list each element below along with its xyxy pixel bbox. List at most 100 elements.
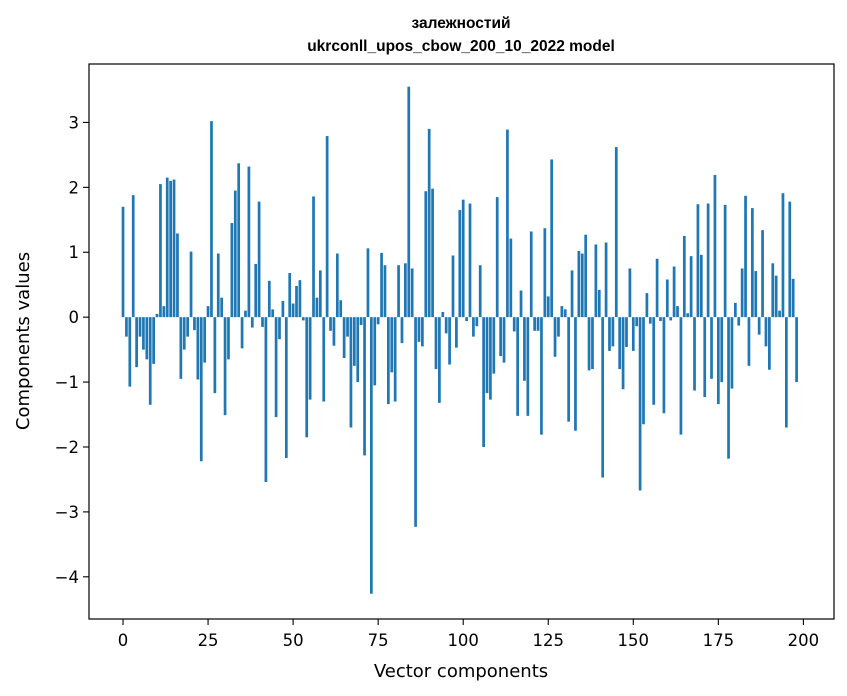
bar [227, 317, 230, 360]
bar [788, 201, 792, 318]
bar [281, 300, 285, 318]
bar [614, 147, 618, 318]
bar [659, 317, 662, 322]
bar [468, 203, 472, 318]
bar [237, 163, 241, 318]
bar [407, 86, 411, 318]
bar [315, 297, 319, 318]
x-tick-label: 25 [198, 631, 219, 650]
bar [543, 228, 547, 318]
y-tick-label: 3 [69, 113, 80, 132]
bar [492, 317, 496, 374]
y-tick-label: −1 [55, 373, 79, 392]
bar [723, 204, 727, 318]
bar [710, 317, 713, 379]
bar [451, 255, 455, 318]
bar [264, 317, 268, 483]
bar [533, 317, 536, 331]
bar [267, 280, 271, 318]
bar [795, 317, 798, 383]
bar [135, 317, 138, 368]
bar [716, 317, 720, 405]
y-tick-label: 0 [69, 308, 80, 327]
bar [703, 317, 707, 397]
bar [560, 306, 564, 318]
bar [635, 317, 639, 327]
bar [233, 190, 237, 318]
bar [679, 317, 683, 435]
x-axis-label: Vector components [374, 661, 548, 682]
x-tick-label: 50 [283, 631, 304, 650]
bar [536, 317, 540, 331]
bar [546, 296, 550, 318]
bar [747, 317, 751, 366]
bar [475, 317, 479, 327]
bar [638, 317, 642, 491]
bar [295, 286, 298, 318]
bar [455, 317, 458, 348]
y-tick-label: 2 [69, 178, 80, 197]
bar [138, 317, 142, 337]
bar [390, 317, 394, 373]
bar [342, 317, 346, 359]
bar [472, 317, 475, 337]
bar [196, 317, 200, 380]
bar [257, 201, 261, 318]
bar [284, 317, 288, 459]
bar [359, 317, 363, 325]
bar [761, 230, 764, 318]
bar [444, 317, 448, 334]
bar [230, 223, 234, 318]
bar [199, 317, 203, 462]
bar [271, 309, 275, 318]
bar [601, 317, 605, 478]
bar [352, 317, 356, 366]
bar [774, 275, 778, 318]
bar [744, 195, 747, 318]
bar [611, 317, 615, 347]
bar [699, 254, 703, 318]
bar [325, 136, 329, 318]
bar [346, 317, 349, 337]
bar [567, 317, 571, 422]
bar [495, 197, 499, 318]
bar [213, 317, 217, 394]
bar [145, 317, 149, 360]
bar [499, 317, 502, 357]
bar [203, 317, 207, 363]
bar [574, 317, 577, 431]
bar [206, 306, 210, 318]
bar [489, 317, 492, 400]
bar [152, 317, 155, 364]
y-tick-label: 1 [69, 243, 80, 262]
bar [665, 279, 669, 318]
bar [155, 313, 159, 318]
plot-frame [88, 63, 835, 620]
bar [461, 199, 465, 318]
bar [768, 317, 771, 370]
bar [216, 253, 220, 318]
bar [387, 317, 390, 405]
bar [584, 234, 588, 318]
bar [400, 317, 404, 344]
bar [655, 258, 659, 318]
bar [125, 317, 128, 337]
bar [618, 317, 622, 370]
bar [550, 159, 554, 318]
y-tick-label: −3 [55, 503, 79, 522]
bar [404, 263, 407, 318]
bar [179, 317, 183, 379]
bar [363, 317, 366, 456]
bar [121, 206, 125, 318]
bar [730, 317, 734, 389]
bar [604, 242, 608, 318]
bar [519, 290, 523, 318]
bar [434, 317, 438, 370]
bar [686, 313, 690, 318]
x-tick-label: 75 [368, 631, 389, 650]
bar [625, 317, 628, 348]
bar [631, 317, 635, 351]
bar [332, 317, 336, 346]
x-axis-ticks: 0 25 50 75 100 125 150 175 200 [118, 619, 819, 650]
bar [577, 250, 581, 318]
